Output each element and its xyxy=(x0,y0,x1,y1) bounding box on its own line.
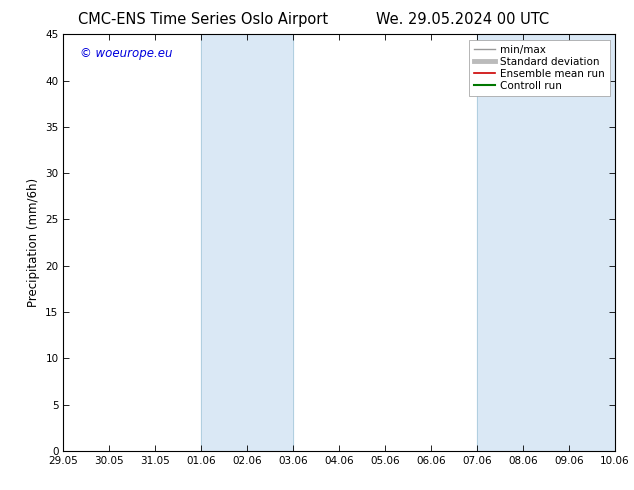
Text: We. 29.05.2024 00 UTC: We. 29.05.2024 00 UTC xyxy=(376,12,550,27)
Bar xyxy=(202,34,293,451)
Legend: min/max, Standard deviation, Ensemble mean run, Controll run: min/max, Standard deviation, Ensemble me… xyxy=(469,40,610,96)
Bar xyxy=(477,34,615,451)
Y-axis label: Precipitation (mm/6h): Precipitation (mm/6h) xyxy=(27,178,40,307)
Text: © woeurope.eu: © woeurope.eu xyxy=(80,47,172,60)
Text: CMC-ENS Time Series Oslo Airport: CMC-ENS Time Series Oslo Airport xyxy=(78,12,328,27)
